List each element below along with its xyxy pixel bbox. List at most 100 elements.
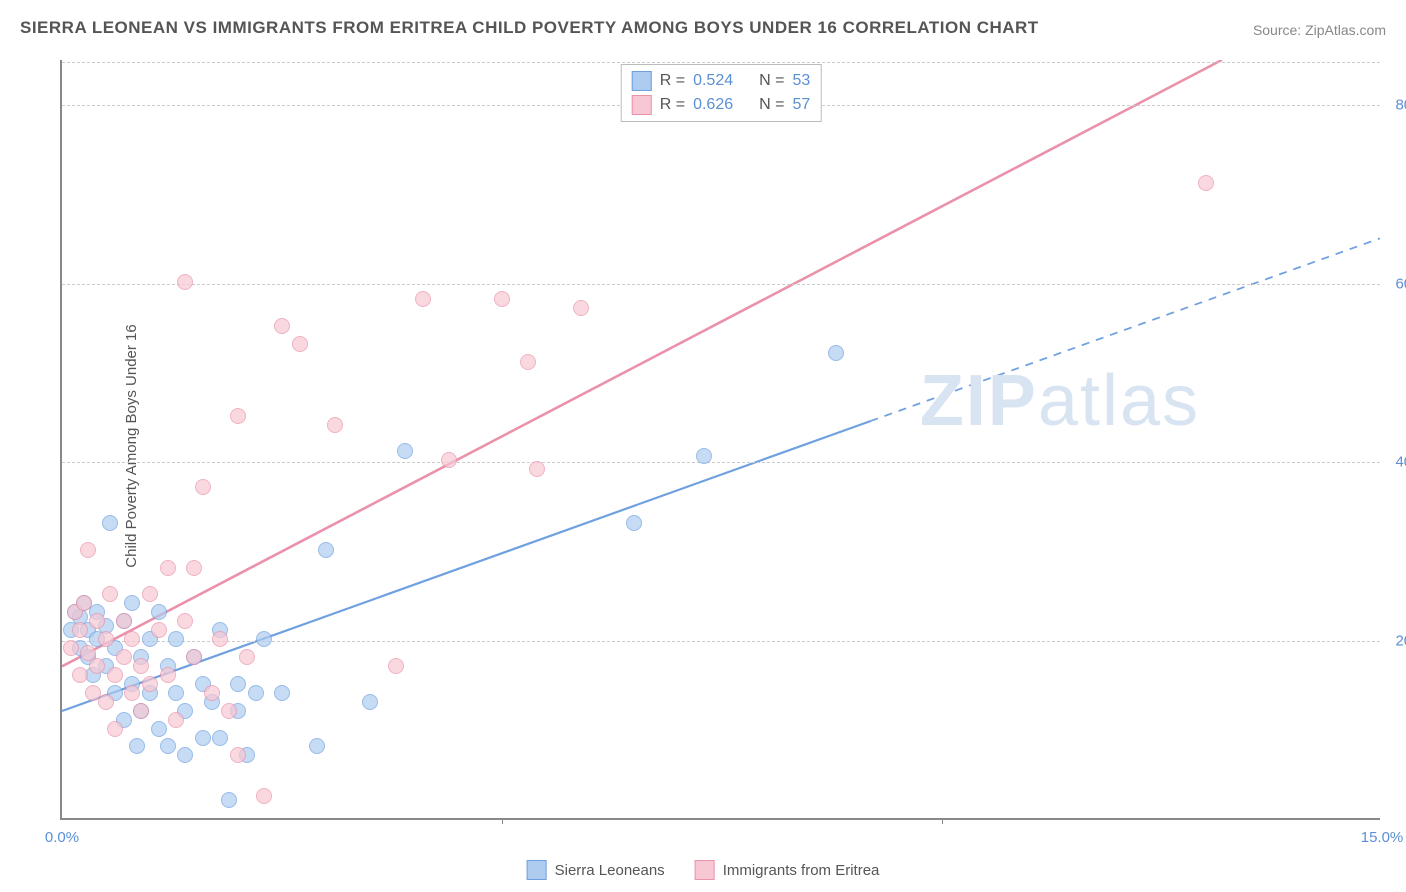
r-label: R = [660,72,685,90]
scatter-point [494,291,510,307]
horizontal-gridline [62,462,1380,463]
scatter-point [177,747,193,763]
stat-legend-row: R =0.626N =57 [632,93,811,117]
scatter-point [239,649,255,665]
legend-swatch [632,71,652,91]
scatter-point [309,738,325,754]
scatter-point [168,685,184,701]
scatter-point [151,622,167,638]
scatter-point [168,631,184,647]
scatter-point [626,515,642,531]
scatter-point [274,318,290,334]
scatter-point [107,667,123,683]
scatter-point [124,631,140,647]
scatter-point [116,649,132,665]
plot-area: ZIPatlas R =0.524N =53R =0.626N =57 20.0… [60,60,1380,820]
scatter-point [327,417,343,433]
x-tick-label: 15.0% [1361,829,1404,846]
x-tick-mark [502,818,503,824]
chart-container: SIERRA LEONEAN VS IMMIGRANTS FROM ERITRE… [0,0,1406,892]
scatter-point [212,631,228,647]
legend-swatch [527,860,547,880]
statistics-legend: R =0.524N =53R =0.626N =57 [621,64,822,122]
horizontal-gridline [62,62,1380,63]
scatter-point [168,712,184,728]
scatter-point [124,595,140,611]
source-value: ZipAtlas.com [1305,22,1386,38]
legend-item: Immigrants from Eritrea [695,860,880,880]
legend-label: Immigrants from Eritrea [723,862,880,879]
scatter-point [89,613,105,629]
scatter-point [72,622,88,638]
scatter-point [102,515,118,531]
scatter-point [116,613,132,629]
chart-title: SIERRA LEONEAN VS IMMIGRANTS FROM ERITRE… [20,18,1039,38]
r-value: 0.524 [693,72,733,90]
watermark-bold: ZIP [920,361,1038,441]
scatter-point [142,586,158,602]
scatter-point [274,685,290,701]
stat-legend-row: R =0.524N =53 [632,69,811,93]
scatter-point [72,667,88,683]
legend-item: Sierra Leoneans [527,860,665,880]
n-value: 53 [792,72,810,90]
watermark-rest: atlas [1038,361,1200,441]
scatter-point [1198,175,1214,191]
scatter-point [212,730,228,746]
scatter-point [177,613,193,629]
source-attribution: Source: ZipAtlas.com [1253,22,1386,38]
scatter-point [318,542,334,558]
scatter-point [142,676,158,692]
scatter-point [415,291,431,307]
scatter-point [204,685,220,701]
scatter-point [388,658,404,674]
scatter-point [256,631,272,647]
scatter-point [221,792,237,808]
legend-swatch [695,860,715,880]
scatter-point [696,448,712,464]
scatter-point [362,694,378,710]
r-label: R = [660,96,685,114]
scatter-point [80,542,96,558]
scatter-point [441,452,457,468]
scatter-point [221,703,237,719]
scatter-point [160,560,176,576]
legend-swatch [632,95,652,115]
scatter-point [63,640,79,656]
watermark: ZIPatlas [920,360,1200,442]
scatter-point [573,300,589,316]
scatter-point [195,730,211,746]
series-legend: Sierra Leoneans Immigrants from Eritrea [527,860,880,880]
scatter-point [151,721,167,737]
scatter-point [133,703,149,719]
scatter-point [98,694,114,710]
scatter-point [151,604,167,620]
scatter-point [129,738,145,754]
scatter-point [292,336,308,352]
scatter-point [248,685,264,701]
scatter-point [828,345,844,361]
scatter-point [195,479,211,495]
legend-label: Sierra Leoneans [555,862,665,879]
scatter-point [89,658,105,674]
y-tick-label: 80.0% [1395,96,1406,113]
scatter-point [397,443,413,459]
y-tick-label: 20.0% [1395,633,1406,650]
x-tick-label: 0.0% [45,829,79,846]
n-label: N = [759,96,784,114]
source-label: Source: [1253,22,1301,38]
n-value: 57 [792,96,810,114]
regression-line-dashed [870,238,1380,421]
scatter-point [124,685,140,701]
scatter-point [520,354,536,370]
regression-lines-svg [62,60,1380,818]
scatter-point [98,631,114,647]
scatter-point [186,649,202,665]
scatter-point [186,560,202,576]
scatter-point [256,788,272,804]
x-tick-mark [942,818,943,824]
scatter-point [177,274,193,290]
scatter-point [107,721,123,737]
scatter-point [102,586,118,602]
scatter-point [529,461,545,477]
